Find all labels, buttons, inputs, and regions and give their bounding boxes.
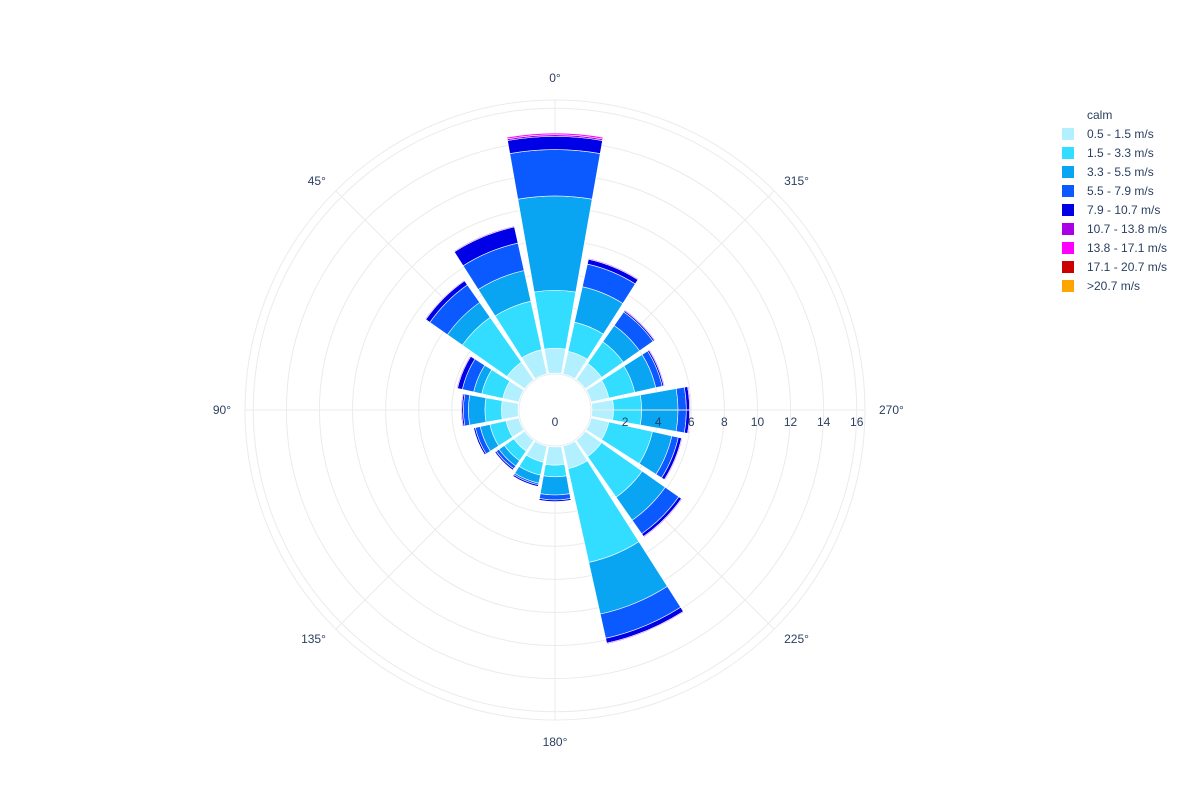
radial-tick-label: 12: [784, 415, 798, 429]
legend[interactable]: calm 0.5 - 1.5 m/s 1.5 - 3.3 m/s 3.3 - 5.5 …: [1062, 108, 1167, 293]
bar-segment[interactable]: [468, 394, 487, 426]
angular-tick-label: 180°: [543, 735, 568, 749]
legend-item-label[interactable]: 5.5 - 7.9 m/s: [1087, 184, 1154, 198]
angular-tick-label: 315°: [784, 174, 809, 188]
bar-segment[interactable]: [473, 427, 487, 456]
bar-segment[interactable]: [460, 393, 464, 427]
bar-segment[interactable]: [424, 279, 465, 320]
legend-item-label[interactable]: >20.7 m/s: [1087, 279, 1140, 293]
bar-segment[interactable]: [624, 309, 656, 341]
bar-segment[interactable]: [543, 347, 567, 374]
angular-tick-label: 45°: [308, 174, 326, 188]
bar-segment[interactable]: [517, 195, 593, 293]
radial-tick-label: 4: [655, 415, 662, 429]
bar-segment[interactable]: [545, 446, 565, 466]
bar-segment[interactable]: [643, 498, 683, 538]
bar-segment[interactable]: [512, 474, 539, 487]
bar-segment[interactable]: [687, 386, 691, 434]
bar-segment[interactable]: [538, 498, 572, 502]
center-hole: [518, 373, 592, 447]
bar-segment[interactable]: [506, 132, 604, 140]
legend-item-label[interactable]: 3.3 - 5.5 m/s: [1087, 165, 1154, 179]
radial-tick-label: 2: [622, 415, 629, 429]
angular-gridline: [335, 435, 530, 630]
bar-segment[interactable]: [494, 450, 515, 471]
legend-item-label[interactable]: 0.5 - 1.5 m/s: [1087, 127, 1154, 141]
bar-segment[interactable]: [453, 225, 515, 253]
bar-segment[interactable]: [501, 400, 519, 420]
legend-title: calm: [1087, 108, 1112, 122]
bar-segment[interactable]: [509, 149, 601, 200]
angular-tick-label: 90°: [213, 403, 231, 417]
legend-swatch[interactable]: [1062, 261, 1074, 273]
bars: [424, 132, 691, 645]
legend-swatch[interactable]: [1062, 223, 1074, 235]
radial-tick-label: 8: [721, 415, 728, 429]
legend-swatch[interactable]: [1062, 242, 1074, 254]
legend-item-label[interactable]: 1.5 - 3.3 m/s: [1087, 146, 1154, 160]
bar-segment[interactable]: [588, 258, 639, 281]
hole: [519, 374, 591, 446]
legend-item-label[interactable]: 13.8 - 17.1 m/s: [1087, 241, 1167, 255]
bar-segment[interactable]: [606, 611, 685, 645]
bar-segment[interactable]: [456, 355, 472, 389]
radial-tick-label: 16: [850, 415, 864, 429]
angular-tick-label: 270°: [879, 403, 904, 417]
legend-swatch[interactable]: [1062, 185, 1074, 197]
angular-tick-label: 0°: [549, 71, 561, 85]
bar-segment[interactable]: [543, 464, 567, 478]
legend-item-label[interactable]: 10.7 - 13.8 m/s: [1087, 222, 1167, 236]
bar-segment[interactable]: [539, 475, 571, 496]
legend-swatch[interactable]: [1062, 166, 1074, 178]
legend-item-label[interactable]: 17.1 - 20.7 m/s: [1087, 260, 1167, 274]
legend-swatch[interactable]: [1062, 128, 1074, 140]
bar-segment[interactable]: [533, 290, 577, 350]
hole-outline: [518, 373, 592, 447]
legend-swatch[interactable]: [1062, 280, 1074, 292]
radial-tick-label: 0: [552, 415, 559, 429]
legend-item-label[interactable]: 7.9 - 10.7 m/s: [1087, 203, 1160, 217]
radial-tick-label: 10: [751, 415, 765, 429]
legend-swatch[interactable]: [1062, 204, 1074, 216]
legend-swatch[interactable]: [1062, 147, 1074, 159]
angular-tick-label: 225°: [784, 632, 809, 646]
radial-tick-label: 14: [817, 415, 831, 429]
axes: 0 2 4 6 8 10 12 14 16 0° 45° 90° 135° 180° 225° 270° 315…: [213, 71, 904, 749]
angular-tick-label: 135°: [301, 632, 326, 646]
bar-segment[interactable]: [648, 349, 665, 387]
bar-segment[interactable]: [484, 397, 503, 423]
bar-segment[interactable]: [663, 437, 683, 481]
radial-tick-label: 6: [688, 415, 695, 429]
